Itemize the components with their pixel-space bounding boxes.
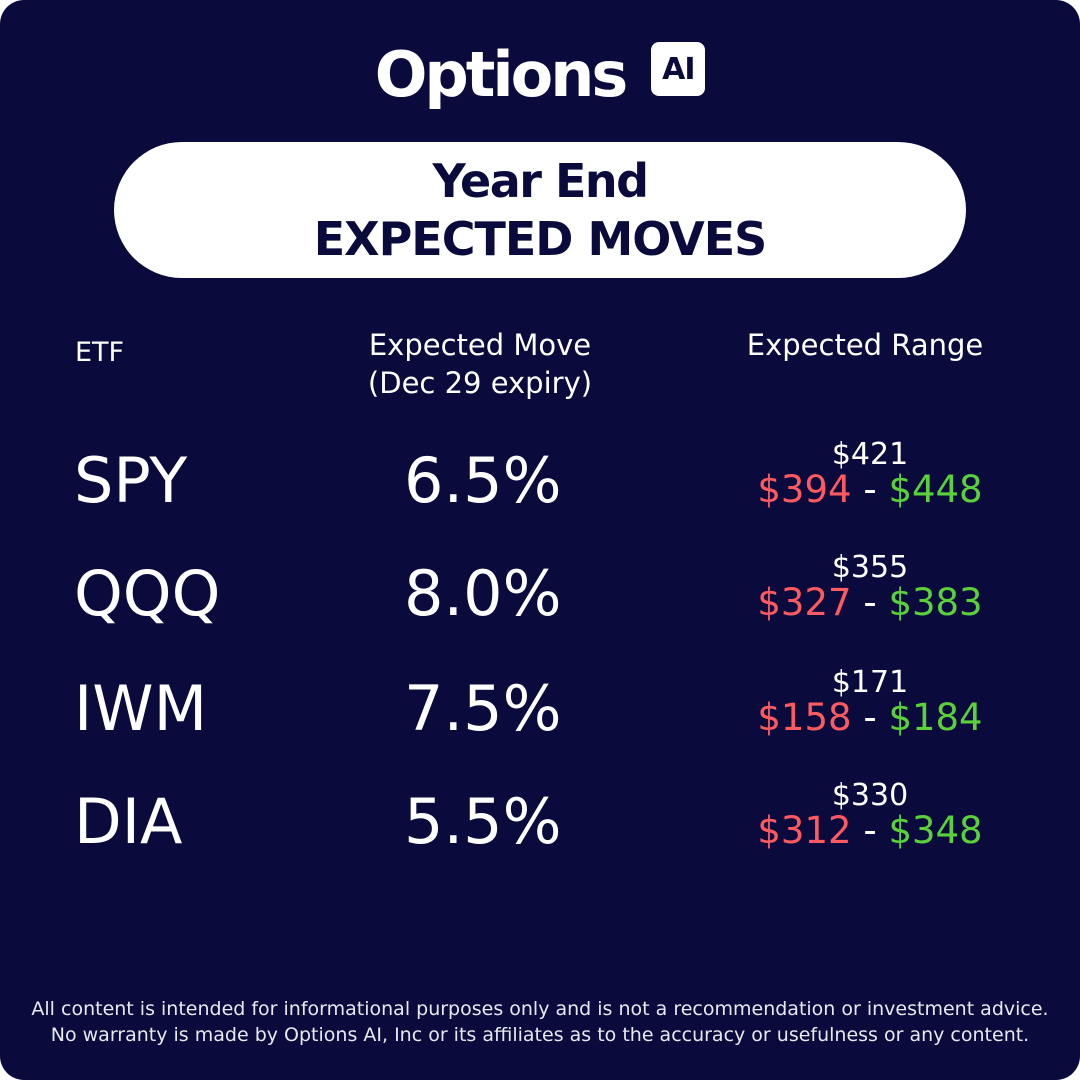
column-header-expected-range: Expected Range <box>746 328 984 362</box>
column-header-etf: ETF <box>75 337 125 368</box>
range-separator: - <box>863 696 877 739</box>
range-high: $184 <box>888 696 983 739</box>
expected-move-value: 8.0% <box>404 557 562 630</box>
expected-move-value: 7.5% <box>404 672 562 745</box>
logo-ai-badge: AI <box>651 42 706 96</box>
table-row: DIA 5.5% $330 $312 - $348 <box>0 779 1080 897</box>
range-separator: - <box>863 809 877 852</box>
expected-move-value: 6.5% <box>404 444 562 517</box>
expected-range: $394 - $448 <box>705 468 1035 512</box>
range-high: $348 <box>888 809 983 852</box>
column-header-move-line-2: (Dec 29 expiry) <box>367 366 593 400</box>
brand-logo: Options AI <box>0 32 1080 118</box>
column-header-move-line-1: Expected Move <box>368 328 592 362</box>
expected-move-value: 5.5% <box>404 785 562 858</box>
range-low: $158 <box>757 696 852 739</box>
range-high: $383 <box>888 581 983 624</box>
expected-range: $312 - $348 <box>705 809 1035 853</box>
expected-range: $158 - $184 <box>705 696 1035 740</box>
table-row: SPY 6.5% $421 $394 - $448 <box>0 438 1080 556</box>
disclaimer-line-1: All content is intended for informationa… <box>31 998 1049 1020</box>
logo-wordmark: Options <box>374 38 629 111</box>
table-row: QQQ 8.0% $355 $327 - $383 <box>0 551 1080 669</box>
range-low: $327 <box>757 581 852 624</box>
disclaimer-line-2: No warranty is made by Options AI, Inc o… <box>50 1024 1030 1046</box>
ticker: DIA <box>74 785 183 858</box>
range-low: $312 <box>757 809 852 852</box>
range-separator: - <box>863 581 877 624</box>
column-header-expected-move: Expected Move (Dec 29 expiry) <box>300 326 660 402</box>
current-price: $421 <box>831 437 909 472</box>
current-price: $330 <box>831 778 909 813</box>
ticker: IWM <box>74 672 208 745</box>
range-high: $448 <box>888 468 983 511</box>
ticker: QQQ <box>74 557 221 630</box>
title-line-2: EXPECTED MOVES <box>313 212 768 266</box>
title-line-1: Year End <box>432 154 649 208</box>
range-separator: - <box>863 468 877 511</box>
ticker: SPY <box>74 444 188 517</box>
table-row: IWM 7.5% $171 $158 - $184 <box>0 666 1080 784</box>
expected-range: $327 - $383 <box>705 581 1035 625</box>
title-banner: Year End EXPECTED MOVES <box>114 142 966 278</box>
current-price: $171 <box>831 665 909 700</box>
current-price: $355 <box>831 550 909 585</box>
range-low: $394 <box>757 468 852 511</box>
disclaimer: All content is intended for informationa… <box>0 996 1080 1048</box>
